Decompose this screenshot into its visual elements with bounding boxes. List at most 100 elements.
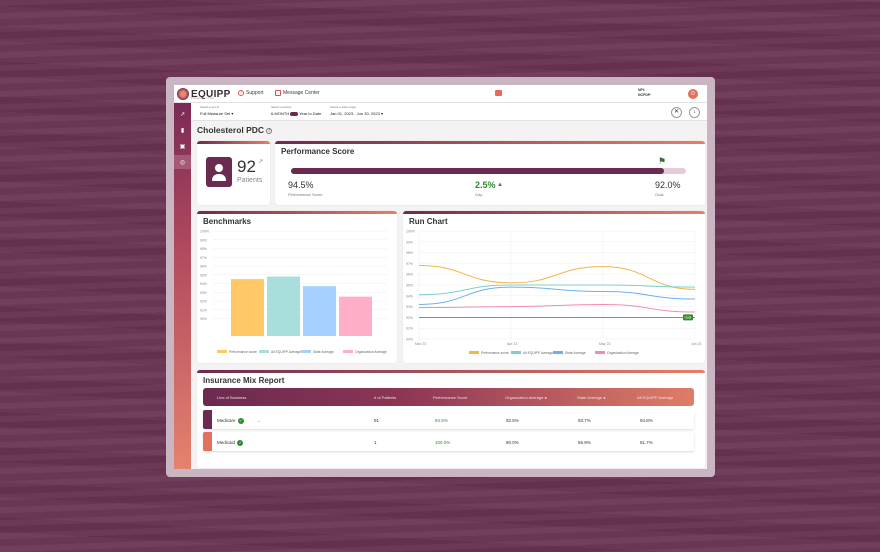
patient-count: 92 xyxy=(237,157,256,176)
legend-label: All EQUIPP Average xyxy=(523,351,553,355)
info-icon[interactable]: ● xyxy=(544,395,547,400)
panel-accent xyxy=(197,211,397,214)
support-link[interactable]: ? Support xyxy=(238,90,264,96)
row-name-cell: Medicare ✓ xyxy=(217,418,244,424)
filter-icon: ✕ xyxy=(673,109,680,115)
expand-chevron-icon[interactable]: ⌄ xyxy=(257,418,261,423)
goal-tag xyxy=(683,314,693,321)
download-button[interactable]: ↓ xyxy=(689,107,700,118)
y-tick-label: 93% xyxy=(200,291,207,295)
series-line xyxy=(418,303,696,313)
target-icon: ◎ xyxy=(179,159,186,166)
bar xyxy=(267,276,300,336)
period-switch[interactable] xyxy=(290,111,299,116)
sidebar-item-measures[interactable]: ◎ xyxy=(174,155,191,169)
header-state-average-label: State Average xyxy=(577,395,603,400)
y-tick-label: 95% xyxy=(406,284,413,288)
table-row[interactable]: Medicare ✓ ⌄ 91 94.5% 92.5% 93.7% 94.8% xyxy=(203,410,694,429)
insurance-title: Insurance Mix Report xyxy=(203,376,285,385)
measure-set-value: Full Measure Set xyxy=(200,111,231,116)
row-state: 56.8% xyxy=(578,440,591,445)
x-tick-label: Mar 23 xyxy=(415,342,426,346)
row-org: 92.5% xyxy=(506,418,519,423)
x-tick-label: Jun 23 xyxy=(691,342,702,346)
performance-progress-bar xyxy=(291,168,686,174)
npi-label: NPI: xyxy=(638,88,645,92)
message-icon xyxy=(275,90,281,96)
header-patients: # of Patients xyxy=(374,395,397,400)
x-tick-label: Apr 23 xyxy=(507,342,517,346)
avatar[interactable]: D xyxy=(688,89,698,99)
row-score: 100.0% xyxy=(435,440,451,445)
patient-label: Patients xyxy=(237,177,263,184)
patients-card[interactable]: 92 ↗ Patients xyxy=(197,141,270,205)
y-tick-label: 100% xyxy=(200,230,209,234)
app-window: EQUIPP Powered by PQA ? Support Message … xyxy=(174,85,707,469)
row-name: Medicare xyxy=(217,418,236,424)
download-icon: ↓ xyxy=(693,109,696,115)
header-all-equipp-average: All EQUIPP Average xyxy=(637,395,674,400)
sidebar-item-patients[interactable]: ▣ xyxy=(174,139,191,153)
bar xyxy=(339,296,372,336)
legend-swatch xyxy=(259,350,269,353)
sidebar: ↗ ▮ ▣ ◎ xyxy=(174,103,191,469)
row-all: 94.8% xyxy=(640,418,653,423)
legend-swatch xyxy=(217,350,227,353)
panel-accent xyxy=(403,211,705,214)
sidebar-item-trends[interactable]: ↗ xyxy=(174,107,191,121)
external-link-icon[interactable]: ↗ xyxy=(258,159,264,165)
header-organization-average-label: Organization Average xyxy=(505,395,544,400)
y-tick-label: 92% xyxy=(200,300,207,304)
date-range-label: Select a date range xyxy=(330,105,357,109)
legend-label: Organization Average xyxy=(355,350,387,354)
row-state: 93.7% xyxy=(578,418,591,423)
message-center-label: Message Center xyxy=(283,90,320,96)
benchmarks-title: Benchmarks xyxy=(203,217,252,226)
y-tick-label: 94% xyxy=(200,282,207,286)
pharmacy-card-icon[interactable] xyxy=(495,90,502,96)
legend-swatch xyxy=(553,351,563,354)
period-label: Select a period xyxy=(271,105,292,109)
help-icon[interactable]: ? xyxy=(266,127,273,134)
document-icon: ▮ xyxy=(180,127,185,134)
measure-set-select[interactable]: Select a set of Full Measure Set ▾ xyxy=(200,105,233,116)
logo[interactable]: EQUIPP xyxy=(177,87,231,101)
series-line xyxy=(418,265,696,290)
header-organization-average: Organization Average ● xyxy=(505,395,547,400)
gap-label: Gap xyxy=(475,192,483,197)
run-chart-panel: Run Chart 100% 99% 98% 97% 96% 95% 94% 93% 92% 91… xyxy=(403,211,705,363)
performance-score-value: 94.5% xyxy=(288,180,314,190)
y-tick-label: 97% xyxy=(406,262,413,266)
sidebar-item-reports[interactable]: ▮ xyxy=(174,123,191,137)
legend-label: Performance score xyxy=(229,350,257,354)
help-circle-icon: ? xyxy=(238,90,244,96)
legend-label: State Average xyxy=(565,351,586,355)
y-tick-label: 95% xyxy=(200,273,207,277)
filter-bar: Select a set of Full Measure Set ▾ Selec… xyxy=(191,103,707,121)
card-accent xyxy=(275,141,705,144)
chevron-down-icon: ▾ xyxy=(380,111,383,116)
bar xyxy=(231,279,264,336)
row-org: 80.0% xyxy=(506,440,519,445)
logo-text: EQUIPP xyxy=(191,88,231,100)
info-icon[interactable]: ● xyxy=(603,395,606,400)
filter-clear-button[interactable]: ✕ xyxy=(671,107,682,118)
trend-icon: ↗ xyxy=(179,111,186,118)
benchmarks-chart: 100% 99% 98% 97% 96% 95% 94% 93% 92% 91% 90% Perfor… xyxy=(200,230,387,354)
y-tick-label: 92% xyxy=(406,316,413,320)
goal-label: Goal xyxy=(655,192,664,197)
y-tick-label: 98% xyxy=(200,247,207,251)
goal-tag-label: Goal xyxy=(685,316,692,320)
row-stripe xyxy=(203,432,212,451)
y-tick-label: 98% xyxy=(406,251,413,255)
legend-swatch xyxy=(343,350,353,353)
legend-label: All EQUIPP Average xyxy=(271,350,301,354)
goal-flag-icon: ⚑ xyxy=(658,156,667,166)
message-center-link[interactable]: Message Center xyxy=(275,90,320,96)
date-range-select[interactable]: Select a date range Jan 01, 2023 - Jun 3… xyxy=(330,105,383,116)
series-line xyxy=(418,286,696,305)
period-toggle[interactable]: Select a period 6-MONTH Year to Date xyxy=(271,105,321,116)
page-title: Cholesterol PDC? xyxy=(197,125,273,135)
table-row[interactable]: Medicaid ✓ 1 100.0% 80.0% 56.8% 81.7% xyxy=(203,432,694,451)
support-label: Support xyxy=(246,90,264,96)
